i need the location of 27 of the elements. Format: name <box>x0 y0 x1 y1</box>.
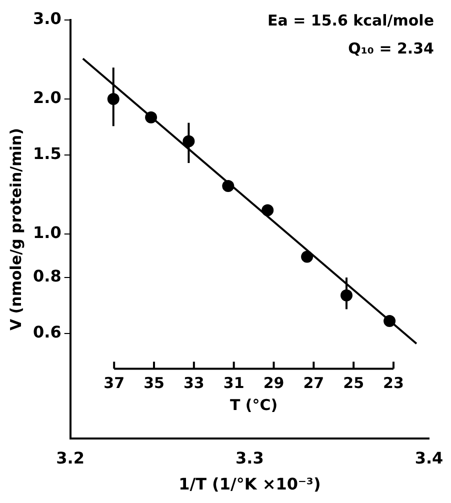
x2-tick-label: 33 <box>183 374 204 392</box>
x-tick-label: 3.2 <box>56 448 85 468</box>
point <box>301 250 314 263</box>
point <box>262 204 274 216</box>
x2-axis-title: T (°C) <box>230 396 278 414</box>
x2-tick-label: 35 <box>144 374 164 392</box>
y-tick-label: 1.0 <box>33 223 62 242</box>
y-axis-title: V (nmole/g protein/min) <box>6 128 25 331</box>
x2-tick-label: 29 <box>263 374 284 392</box>
x2-tick-label: 37 <box>104 374 125 392</box>
x-tick-label: 3.3 <box>236 448 264 468</box>
y-tick-label: 0.8 <box>33 266 62 286</box>
point <box>222 180 234 192</box>
annotation: Ea = 15.6 kcal/mole <box>268 11 434 30</box>
y-tick-label: 3.0 <box>33 9 62 28</box>
point <box>384 315 396 328</box>
x2-tick-label: 27 <box>303 374 324 392</box>
y-tick-label: 1.5 <box>33 144 62 164</box>
y-tick-label: 0.6 <box>33 322 62 342</box>
annotation: Q₁₀ = 2.34 <box>348 39 434 58</box>
x2-tick-label: 23 <box>383 374 404 392</box>
x2-tick-label: 25 <box>343 374 364 392</box>
x2-tick-label: 31 <box>223 374 244 392</box>
x-tick-label: 3.4 <box>414 448 444 468</box>
x-axis-title: 1/T (1/°K ×10⁻³) <box>178 474 321 494</box>
y-tick-label: 2.0 <box>33 88 62 108</box>
point <box>145 111 158 124</box>
